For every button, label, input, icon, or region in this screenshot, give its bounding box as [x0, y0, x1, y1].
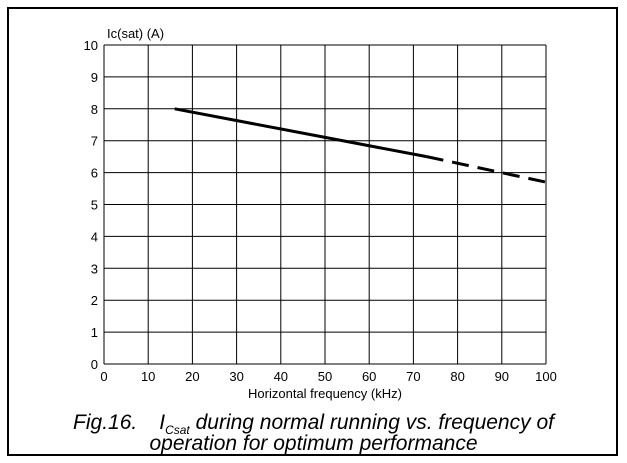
chart-tick-labels: 0 10 20 30 40 50 60 70 80 90 100 0 1 2 3 4 5 6 7 8 9 10	[84, 38, 557, 384]
y-tick-label-6: 6	[91, 166, 98, 181]
x-tick-label-10: 100	[535, 369, 557, 384]
y-tick-label-7: 7	[91, 134, 98, 149]
x-tick-label-9: 90	[495, 369, 509, 384]
y-tick-label-5: 5	[91, 198, 98, 213]
caption-symbol: ICsat	[159, 411, 190, 438]
y-tick-label-0: 0	[91, 357, 98, 372]
y-tick-label-2: 2	[91, 293, 98, 308]
x-tick-label-8: 80	[450, 369, 464, 384]
y-tick-label-3: 3	[91, 261, 98, 276]
x-tick-label-0: 0	[100, 369, 107, 384]
y-tick-label-4: 4	[91, 229, 98, 244]
figure-caption-line-1: Fig.16. ICsat during normal running vs. f…	[0, 412, 627, 441]
chart-grid	[103, 44, 547, 365]
x-tick-label-6: 60	[362, 369, 376, 384]
y-tick-label-10: 10	[84, 38, 98, 53]
x-axis-label: Horizontal frequency (kHz)	[248, 386, 402, 401]
series-line-dashed	[426, 155, 547, 184]
chart: 0 10 20 30 40 50 60 70 80 90 100 0 1 2 3 4 5 6 7 8 9 10 Ic(sa…	[84, 26, 557, 401]
figure-number: Fig.16.	[73, 411, 138, 434]
x-tick-label-1: 10	[141, 369, 155, 384]
x-tick-label-3: 30	[229, 369, 243, 384]
figure-frame	[7, 7, 618, 456]
x-tick-label-5: 50	[318, 369, 332, 384]
series-line-solid	[174, 107, 427, 159]
y-tick-label-8: 8	[91, 102, 98, 117]
x-tick-label-7: 70	[406, 369, 420, 384]
figure-caption-line-2: operation for optimum performance	[149, 432, 478, 455]
y-axis-label: Ic(sat) (A)	[107, 26, 164, 41]
y-tick-label-1: 1	[91, 325, 98, 340]
y-tick-label-9: 9	[91, 70, 98, 85]
caption-text-1: during normal running vs. frequency of	[189, 411, 554, 434]
x-tick-label-2: 20	[185, 369, 199, 384]
x-tick-label-4: 40	[274, 369, 288, 384]
chart-series	[174, 107, 547, 184]
